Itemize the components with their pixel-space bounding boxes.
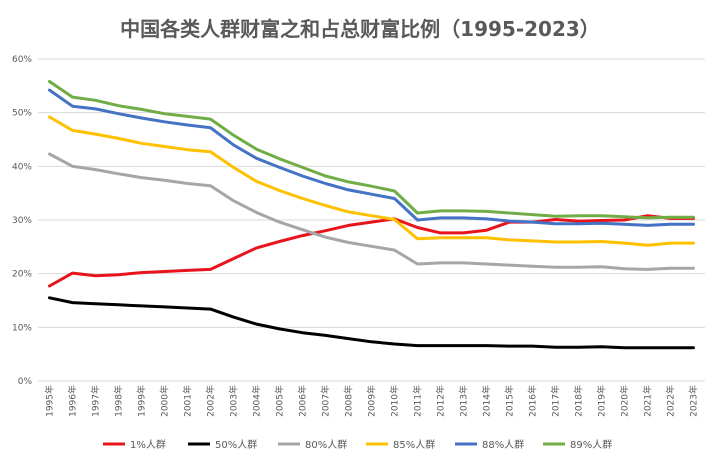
series-lines [48, 80, 695, 350]
x-tick-label: 2011年 [412, 385, 424, 417]
y-tick-label: 10% [12, 323, 32, 333]
x-tick-label: 2016年 [527, 385, 539, 417]
x-tick-label: 2015年 [504, 385, 516, 417]
y-tick-label: 0% [18, 377, 33, 387]
y-tick-label: 20% [12, 270, 32, 280]
x-tick-label: 2005年 [274, 385, 286, 417]
x-tick-label: 1995年 [44, 385, 56, 417]
x-tick-label: 2014年 [481, 385, 493, 417]
legend-label: 88%人群 [482, 438, 524, 451]
x-tick-label: 2017年 [550, 385, 562, 417]
x-tick-label: 2000年 [159, 385, 171, 417]
y-tick-label: 30% [12, 216, 32, 226]
x-tick-label: 2020年 [619, 385, 631, 417]
x-tick-label: 2004年 [251, 385, 263, 417]
x-tick-label: 2003年 [228, 385, 240, 417]
legend: 1%人群 50%人群 80%人群 85%人群 88%人群 89%人群 [103, 438, 612, 451]
x-tick-label: 1997年 [90, 385, 102, 417]
x-tick-label: 2001年 [182, 385, 194, 417]
x-tick-label: 2007年 [320, 385, 332, 417]
x-tick-label: 2013年 [458, 385, 470, 417]
series-line [48, 80, 695, 220]
y-tick-label: 40% [12, 162, 32, 172]
chart-title: 中国各类人群财富之和占总财富比例（1995-2023） [120, 17, 600, 41]
x-tick-label: 2010年 [389, 385, 401, 417]
x-axis-ticks: 1995年 1996年 1997年 1998年 1999年 2000年 2001年 2002年… [44, 385, 700, 417]
series-line [48, 88, 695, 227]
x-tick-label: 2022年 [665, 385, 677, 417]
series-line [48, 296, 695, 350]
y-axis-ticks: 0% 10% 20% 30% 40% 50% 60% [12, 55, 32, 387]
x-tick-label: 1999年 [136, 385, 148, 417]
y-tick-label: 50% [12, 109, 32, 119]
legend-label: 1%人群 [130, 438, 166, 451]
x-tick-label: 2002年 [205, 385, 217, 417]
series-line [48, 115, 695, 247]
legend-label: 85%人群 [393, 438, 435, 451]
y-tick-label: 60% [12, 55, 32, 65]
legend-label: 80%人群 [305, 438, 347, 451]
x-tick-label: 2006年 [297, 385, 309, 417]
x-tick-label: 2023年 [688, 385, 700, 417]
legend-label: 50%人群 [215, 438, 257, 451]
x-tick-label: 2018年 [573, 385, 585, 417]
series-line [48, 214, 695, 288]
x-tick-label: 1998年 [113, 385, 125, 417]
x-tick-label: 2021年 [642, 385, 654, 417]
x-tick-label: 1996年 [67, 385, 79, 417]
x-tick-label: 2008年 [343, 385, 355, 417]
x-tick-label: 2009年 [366, 385, 378, 417]
series-line [48, 152, 695, 271]
x-tick-label: 2019年 [596, 385, 608, 417]
legend-label: 89%人群 [570, 438, 612, 451]
x-tick-label: 2012年 [435, 385, 447, 417]
